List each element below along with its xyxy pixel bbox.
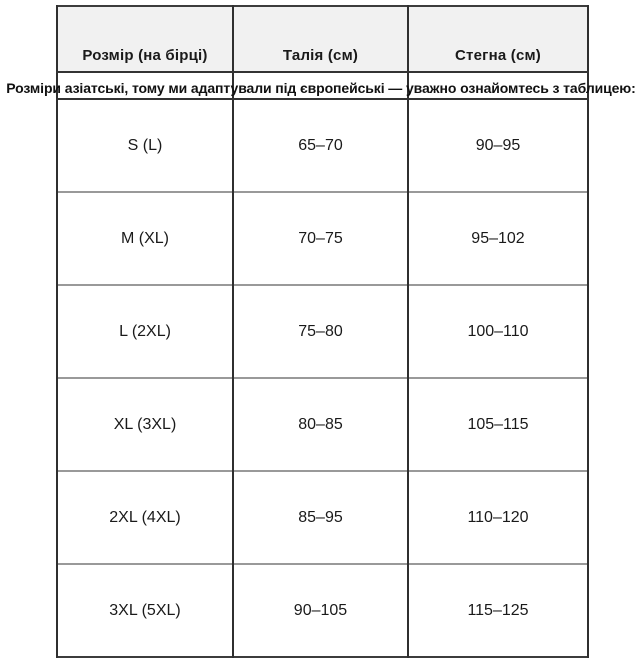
size-cell: M (XL) bbox=[56, 191, 234, 285]
header-size-label: Розмір (на бірці) bbox=[56, 6, 234, 73]
waist-cell: 90–105 bbox=[232, 563, 409, 657]
spacer-row bbox=[56, 72, 589, 100]
table-row: M (XL) 70–75 95–102 bbox=[56, 191, 589, 285]
hips-cell: 90–95 bbox=[407, 99, 589, 192]
header-row: Розмір (на бірці) Талія (см) Стегна (см) bbox=[56, 6, 589, 73]
waist-cell: 75–80 bbox=[232, 284, 409, 378]
waist-cell: 85–95 bbox=[232, 470, 409, 564]
hips-cell: 100–110 bbox=[407, 284, 589, 378]
table-row: XL (3XL) 80–85 105–115 bbox=[56, 377, 589, 471]
hips-cell: 95–102 bbox=[407, 191, 589, 285]
header-waist-label: Талія (см) bbox=[232, 6, 409, 73]
size-cell: L (2XL) bbox=[56, 284, 234, 378]
hips-cell: 105–115 bbox=[407, 377, 589, 471]
size-cell: XL (3XL) bbox=[56, 377, 234, 471]
size-cell: 2XL (4XL) bbox=[56, 470, 234, 564]
hips-cell: 115–125 bbox=[407, 563, 589, 657]
spacer-cell bbox=[56, 72, 234, 100]
spacer-cell bbox=[232, 72, 409, 100]
size-chart-table: Розмір (на бірці) Талія (см) Стегна (см)… bbox=[56, 5, 589, 658]
size-chart-header: Розмір (на бірці) Талія (см) Стегна (см) bbox=[56, 6, 589, 73]
waist-cell: 65–70 bbox=[232, 99, 409, 192]
hips-cell: 110–120 bbox=[407, 470, 589, 564]
waist-cell: 70–75 bbox=[232, 191, 409, 285]
waist-cell: 80–85 bbox=[232, 377, 409, 471]
spacer-cell bbox=[407, 72, 589, 100]
table-row: L (2XL) 75–80 100–110 bbox=[56, 284, 589, 378]
table-row: S (L) 65–70 90–95 bbox=[56, 99, 589, 192]
table-row: 3XL (5XL) 90–105 115–125 bbox=[56, 563, 589, 657]
size-chart-body: S (L) 65–70 90–95 M (XL) 70–75 95–102 L … bbox=[56, 72, 589, 657]
header-hips-label: Стегна (см) bbox=[407, 6, 589, 73]
size-cell: S (L) bbox=[56, 99, 234, 192]
size-cell: 3XL (5XL) bbox=[56, 563, 234, 657]
table-row: 2XL (4XL) 85–95 110–120 bbox=[56, 470, 589, 564]
